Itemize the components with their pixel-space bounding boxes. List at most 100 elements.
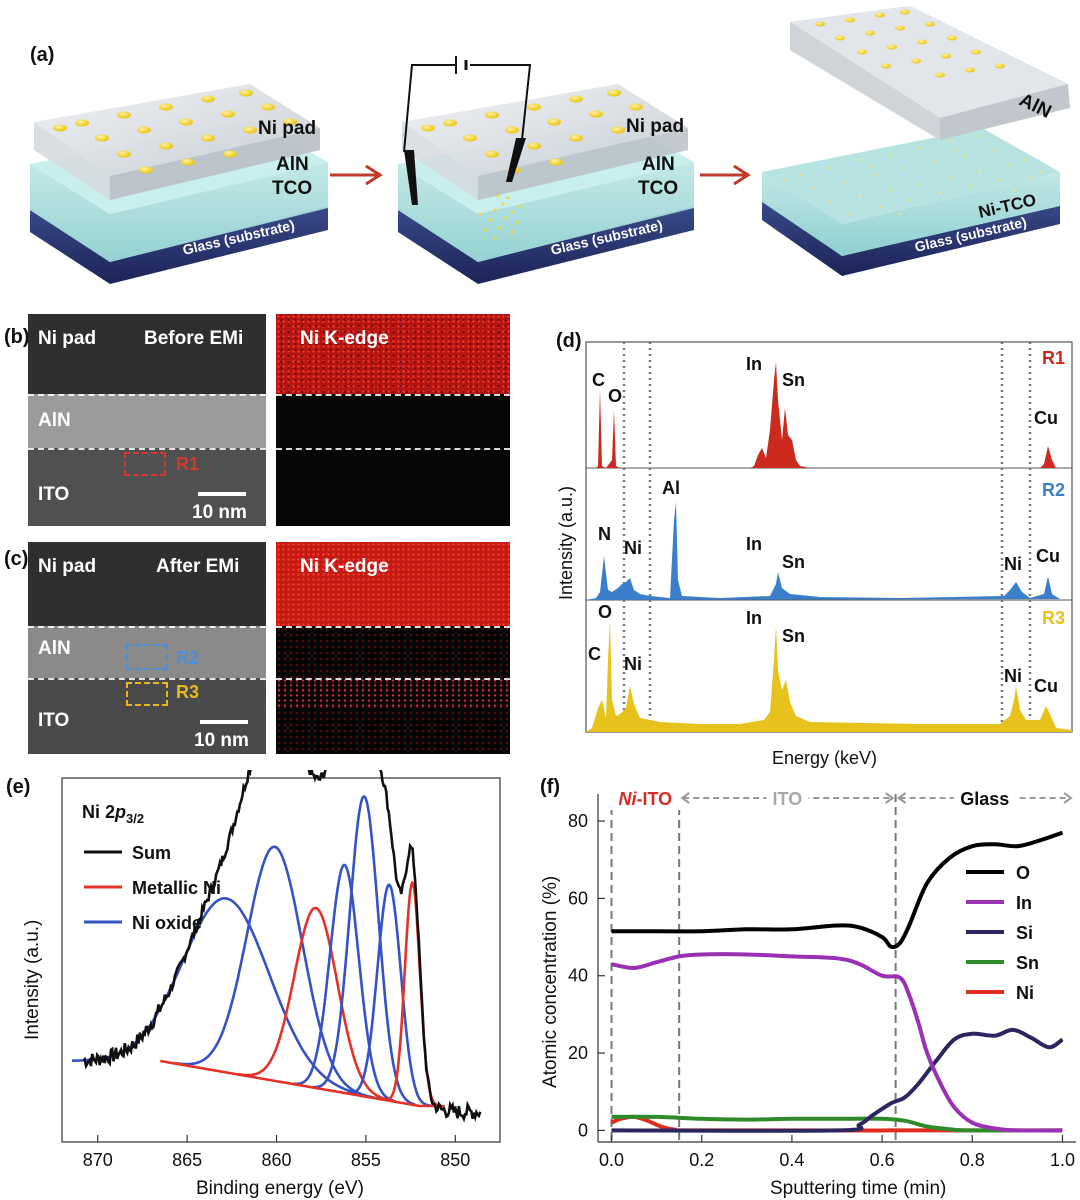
panel-e-xps-chart: 870 865 860 855 850 Ni 2p3/2 Sum Metallic Ni… [22, 770, 501, 1199]
r1-peak-o: O [608, 386, 622, 406]
f-region-label-bg [609, 786, 682, 810]
spectrum-r3 [586, 620, 1072, 732]
panel-b-scalebar-label: 10 nm [192, 502, 247, 523]
f-region-label-bg [766, 786, 809, 810]
r1-peak-sn: Sn [782, 370, 805, 390]
panel-f-label: (f) [540, 776, 560, 798]
f-ytick-label: 0 [578, 1120, 588, 1140]
stage2-label-ni-pad: Ni pad [626, 116, 684, 137]
panel-c-scalebar [200, 720, 248, 724]
panel-e-label: (e) [6, 776, 31, 798]
legend-sn: Sn [1016, 953, 1039, 973]
xps-component-peak-4 [293, 863, 397, 1103]
panel-c-r3-label: R3 [176, 682, 200, 702]
e-xtick-label: 850 [440, 1150, 470, 1170]
f-region-label-glass: Glass [960, 789, 1009, 809]
legend-in: In [1016, 893, 1032, 913]
f-xtick-label: 0.6 [870, 1150, 895, 1170]
xps-background-line [160, 1059, 445, 1108]
stage2-circuit [403, 56, 532, 153]
f-xtick-label: 0.0 [599, 1150, 624, 1170]
legend-o: O [1016, 863, 1030, 883]
xps-component-peak-6 [347, 883, 431, 1107]
series-line-si [611, 1027, 1064, 1133]
r2-peak-ni-high: Ni [1004, 554, 1022, 574]
panel-c-after-emi-text: After EMi [156, 556, 240, 577]
panel-d-eds-spectra: Energy (keV) Intensity (a.u.) R1 R2 R3 C… [556, 341, 1073, 768]
panel-b-stem-image: Ni pad Before EMi AlN ITO R1 10 nm [28, 314, 266, 526]
stage1-label-ni-pad: Ni pad [258, 118, 316, 139]
panel-b-ito-text: ITO [38, 484, 70, 505]
r2-peak-cu: Cu [1036, 546, 1060, 566]
stage2-label-tco: TCO [638, 178, 678, 199]
panel-c-scalebar-label: 10 nm [194, 730, 249, 751]
panel-b-eds-map: Ni K-edge [276, 314, 510, 526]
panel-b-label: (b) [4, 326, 30, 348]
panel-f-xlabel: Sputtering time (min) [770, 1178, 946, 1199]
r3-peak-sn: Sn [782, 626, 805, 646]
spectrum-r2-name: R2 [1042, 480, 1065, 500]
stage1-stack [30, 84, 328, 284]
panel-b-ni-pad-text: Ni pad [38, 328, 97, 349]
r1-peak-in: In [746, 354, 762, 374]
legend-sum: Sum [132, 843, 171, 863]
r2-peak-sn: Sn [782, 552, 805, 572]
e-xtick-label: 855 [351, 1150, 381, 1170]
panel-c-label: (c) [4, 548, 29, 570]
process-arrow-2 [700, 164, 751, 186]
panel-b-map-label: Ni K-edge [300, 328, 389, 349]
stage1-label-tco: TCO [272, 178, 312, 199]
r3-peak-ni-high: Ni [1004, 666, 1022, 686]
spectrum-r2 [586, 502, 1072, 600]
f-xtick-label: 0.4 [779, 1150, 804, 1170]
spectrum-r1-name: R1 [1042, 348, 1065, 368]
legend-ni: Ni [1016, 983, 1034, 1003]
f-region-arrowhead [896, 792, 907, 804]
f-region-label-ni-ito: Ni-ITO [619, 789, 673, 809]
f-region-arrowhead [1063, 792, 1073, 804]
panel-a-label: (a) [30, 44, 55, 66]
probe-tip-left [404, 150, 418, 205]
panel-c-stem-image: Ni pad After EMi AlN ITO R2 R3 10 nm [28, 542, 266, 754]
stage1-label-aln: AlN [276, 154, 309, 175]
spectrum-r1 [586, 362, 1072, 468]
e-xtick-label: 870 [83, 1150, 113, 1170]
stage2-label-aln: AlN [642, 154, 675, 175]
e-xtick-label: 860 [262, 1150, 292, 1170]
legend-ni-oxide: Ni oxide [132, 913, 202, 933]
r2-peak-ni-low: Ni [624, 538, 642, 558]
panel-b-before-emi-text: Before EMi [144, 328, 244, 349]
ni-migration-dots [478, 194, 522, 240]
xps-component-peak-5 [312, 795, 416, 1107]
panel-f-legend: O In Si Sn Ni [966, 863, 1039, 1003]
f-region-arrowhead [680, 792, 690, 804]
series-line-o [611, 830, 1064, 950]
r1-peak-c: C [592, 370, 605, 390]
process-arrow-1 [330, 164, 383, 186]
panel-c-eds-map: Ni K-edge [276, 542, 510, 754]
panel-b-r1-label: R1 [176, 454, 200, 474]
panel-a-schematic: Ni pad AlN TCO Glass (substrate) Ni pad … [30, 6, 1070, 284]
panel-e-ylabel: Intensity (a.u.) [22, 920, 43, 1040]
xps-sum-curve [82, 770, 482, 1123]
r3-peak-cu: Cu [1034, 676, 1058, 696]
probe-tip-right [506, 138, 526, 182]
r3-peak-ni-low: Ni [624, 654, 642, 674]
f-xtick-label: 0.8 [960, 1150, 985, 1170]
panel-e-title: Ni 2p3/2 [82, 802, 144, 826]
spectrum-r3-name: R3 [1042, 608, 1065, 628]
r2-peak-in: In [746, 534, 762, 554]
panel-b-r1-box [124, 452, 166, 476]
legend-si: Si [1016, 923, 1033, 943]
r3-peak-c: C [588, 644, 601, 664]
panel-c-ito-text: ITO [38, 710, 70, 731]
f-ytick-label: 40 [568, 966, 588, 986]
legend-metallic-ni: Metallic Ni [132, 878, 221, 898]
f-region-label-ito: ITO [773, 789, 803, 809]
r3-peak-in: In [746, 608, 762, 628]
panel-e-legend: Sum Metallic Ni Ni oxide [84, 843, 221, 933]
panel-c-aln-text: AlN [38, 638, 71, 659]
panel-f-ylabel: Atomic concentration (%) [540, 876, 561, 1088]
panel-d-ylabel: Intensity (a.u.) [556, 486, 576, 600]
f-ytick-label: 80 [568, 811, 588, 831]
